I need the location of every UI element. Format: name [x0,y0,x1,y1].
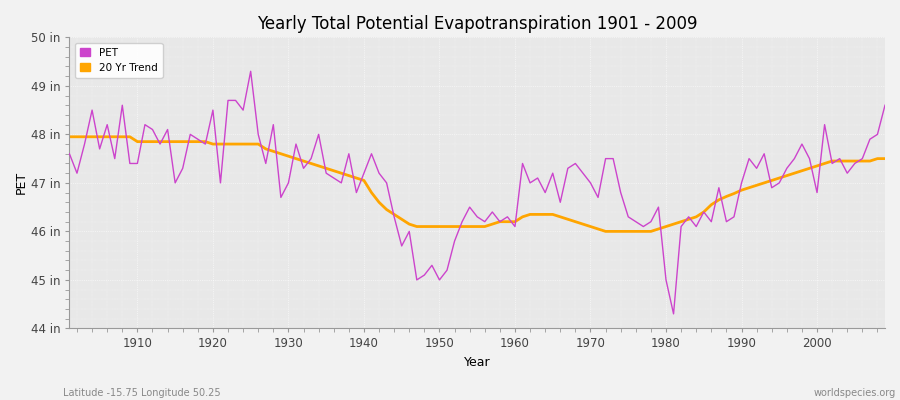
20 Yr Trend [608,229,618,234]
20 Yr Trend [124,134,135,139]
20 Yr Trend [291,156,302,161]
20 Yr Trend [879,156,890,161]
PET [246,69,256,74]
20 Yr Trend [509,219,520,224]
20 Yr Trend [600,229,611,234]
PET [124,161,135,166]
PET [668,312,679,316]
Legend: PET, 20 Yr Trend: PET, 20 Yr Trend [75,42,163,78]
PET [518,161,528,166]
PET [344,151,355,156]
Title: Yearly Total Potential Evapotranspiration 1901 - 2009: Yearly Total Potential Evapotranspiratio… [257,15,698,33]
20 Yr Trend [336,171,346,176]
20 Yr Trend [502,219,513,224]
20 Yr Trend [64,134,75,139]
Y-axis label: PET: PET [15,171,28,194]
PET [298,166,309,171]
PET [608,156,618,161]
Line: 20 Yr Trend: 20 Yr Trend [69,137,885,231]
X-axis label: Year: Year [464,356,490,369]
PET [64,151,75,156]
Line: PET: PET [69,71,885,314]
PET [879,103,890,108]
PET [509,224,520,229]
Text: Latitude -15.75 Longitude 50.25: Latitude -15.75 Longitude 50.25 [63,388,220,398]
Text: worldspecies.org: worldspecies.org [814,388,896,398]
